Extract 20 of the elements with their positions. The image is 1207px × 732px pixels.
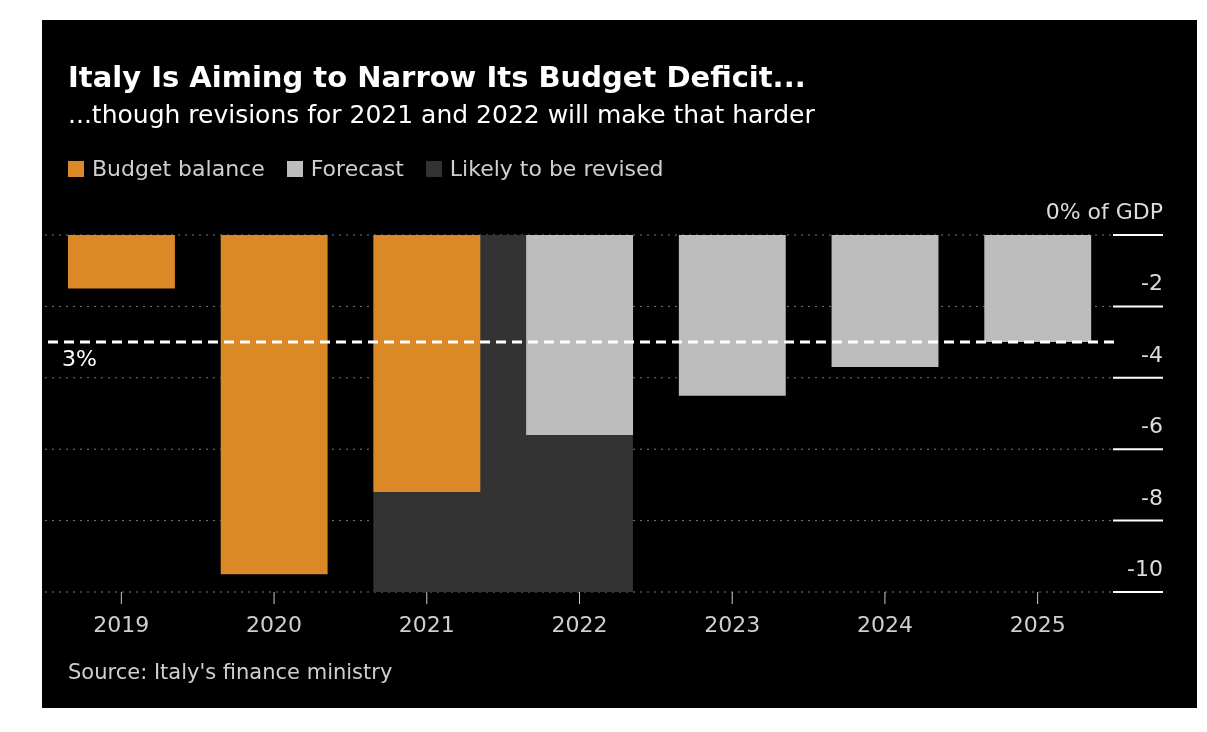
y-tick-label: -10 [1127, 556, 1163, 581]
legend-label: Likely to be revised [448, 156, 664, 181]
y-tick-label: -4 [1141, 341, 1163, 367]
y-tick-label: -8 [1141, 484, 1163, 510]
y-tick-label: 0% of GDP [1045, 199, 1163, 224]
y-tick-label: -2 [1141, 270, 1163, 296]
x-tick-label: 2022 [551, 611, 608, 637]
annotation: 3% [62, 346, 97, 372]
legend-label: Forecast [309, 156, 404, 181]
x-tick-label: 2021 [398, 611, 455, 637]
x-tick-label: 2025 [1009, 611, 1066, 637]
x-tick-label: 2019 [93, 611, 150, 637]
source-note: Source: Italy's finance ministry [68, 660, 393, 684]
legend-label: Budget balance [91, 156, 265, 181]
y-tick-label: -6 [1141, 413, 1163, 439]
x-tick-label: 2024 [856, 611, 913, 637]
x-tick-label: 2020 [246, 611, 303, 637]
chart-title: Italy Is Aiming to Narrow Its Budget Deficit... [68, 60, 806, 94]
chart-subtitle: ...though revisions for 2021 and 2022 will make that harder [68, 100, 815, 129]
x-tick-label: 2023 [704, 611, 761, 637]
